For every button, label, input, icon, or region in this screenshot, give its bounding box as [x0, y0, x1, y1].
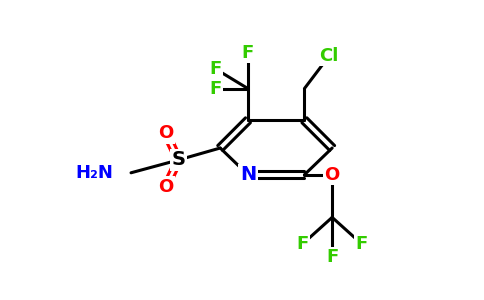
Text: O: O [158, 178, 173, 196]
Text: F: F [326, 248, 338, 266]
Text: F: F [296, 235, 309, 253]
Text: O: O [158, 124, 173, 142]
Text: Cl: Cl [319, 47, 339, 65]
Text: F: F [209, 80, 221, 98]
Text: H₂N: H₂N [76, 164, 113, 182]
Text: S: S [172, 150, 185, 170]
Text: N: N [240, 165, 256, 184]
Text: F: F [209, 60, 221, 78]
Text: F: F [242, 44, 254, 62]
Text: F: F [356, 235, 368, 253]
Text: O: O [325, 166, 340, 184]
